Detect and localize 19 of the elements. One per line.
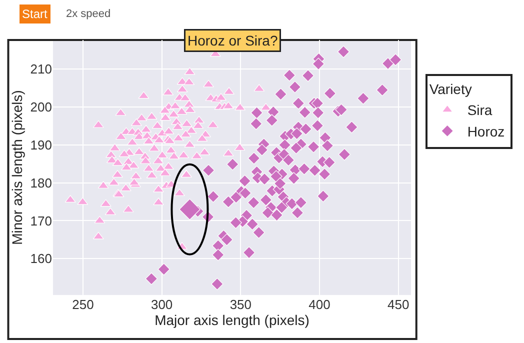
y-tick-label: 160 — [30, 251, 52, 266]
y-tick-label: 200 — [30, 100, 52, 115]
x-tick-label: 450 — [388, 297, 410, 312]
x-tick-label: 400 — [308, 297, 330, 312]
y-tick-label: 190 — [30, 138, 52, 153]
legend-label: Horoz — [467, 123, 505, 140]
x-tick-label: 300 — [150, 297, 173, 312]
text: Start — [22, 7, 48, 21]
x-axis-title: Major axis length (pixels) — [154, 312, 310, 328]
legend-title: Variety — [429, 81, 472, 98]
text: 2x speed — [66, 8, 111, 20]
y-axis-title: Minor axis length (pixels) — [8, 90, 25, 245]
y-tick-label: 170 — [30, 213, 52, 228]
x-tick-label: 250 — [72, 297, 94, 312]
chart-title: Horoz or Sira? — [188, 32, 278, 48]
x-tick-label: 350 — [230, 297, 252, 312]
legend-label: Sira — [467, 102, 492, 118]
y-tick-label: 180 — [30, 175, 52, 190]
y-tick-label: 210 — [30, 62, 52, 77]
